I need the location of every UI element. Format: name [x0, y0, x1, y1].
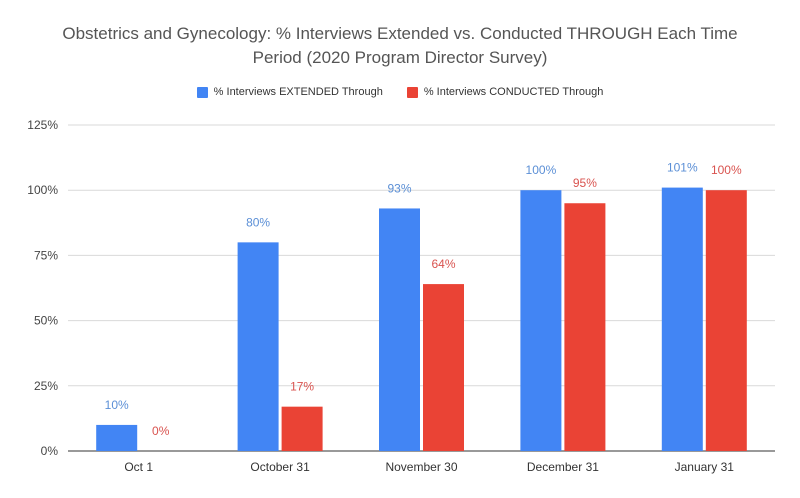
bar-extended — [379, 208, 420, 451]
data-label-extended: 80% — [246, 215, 270, 229]
y-tick-label: 50% — [34, 314, 58, 328]
data-label-conducted: 95% — [573, 176, 597, 190]
x-tick-label: Oct 1 — [124, 460, 153, 474]
y-tick-label: 100% — [27, 183, 58, 197]
y-tick-label: 25% — [34, 379, 58, 393]
data-label-extended: 93% — [387, 181, 411, 195]
y-tick-label: 0% — [41, 444, 59, 458]
data-label-extended: 100% — [526, 163, 557, 177]
legend-label-conducted: % Interviews CONDUCTED Through — [423, 86, 604, 98]
bar-conducted — [423, 284, 464, 451]
legend-item-conducted: % Interviews CONDUCTED Through — [406, 86, 604, 98]
x-tick-label: November 30 — [385, 460, 457, 474]
y-tick-label: 125% — [27, 118, 58, 132]
chart-title-line-2: Period (2020 Program Director Survey) — [252, 48, 548, 67]
chart-title: Obstetrics and Gynecology: % Interviews … — [0, 22, 800, 70]
chart-title-line-1: Obstetrics and Gynecology: % Interviews … — [62, 24, 738, 43]
legend-item-extended: % Interviews EXTENDED Through — [196, 86, 383, 98]
legend-swatch-extended — [196, 86, 208, 98]
data-label-conducted: 17% — [290, 380, 314, 394]
x-tick-label: January 31 — [675, 460, 735, 474]
data-label-conducted: 0% — [152, 424, 170, 438]
x-tick-label: October 31 — [250, 460, 310, 474]
data-label-conducted: 64% — [431, 257, 455, 271]
data-label-conducted: 100% — [711, 163, 742, 177]
bar-extended — [661, 187, 703, 452]
data-label-extended: 10% — [105, 398, 129, 412]
data-label-extended: 101% — [667, 161, 698, 175]
x-tick-label: December 31 — [527, 460, 599, 474]
bar-conducted — [564, 203, 606, 451]
bar-conducted — [705, 190, 747, 451]
chart-legend: % Interviews EXTENDED Through % Intervie… — [0, 86, 800, 98]
legend-label-extended: % Interviews EXTENDED Through — [213, 86, 383, 98]
bar-extended — [237, 242, 279, 451]
bar-extended — [520, 190, 562, 451]
legend-swatch-conducted — [406, 86, 418, 98]
y-tick-label: 75% — [34, 248, 58, 262]
bar-conducted — [281, 406, 323, 451]
bar-extended — [96, 424, 138, 451]
